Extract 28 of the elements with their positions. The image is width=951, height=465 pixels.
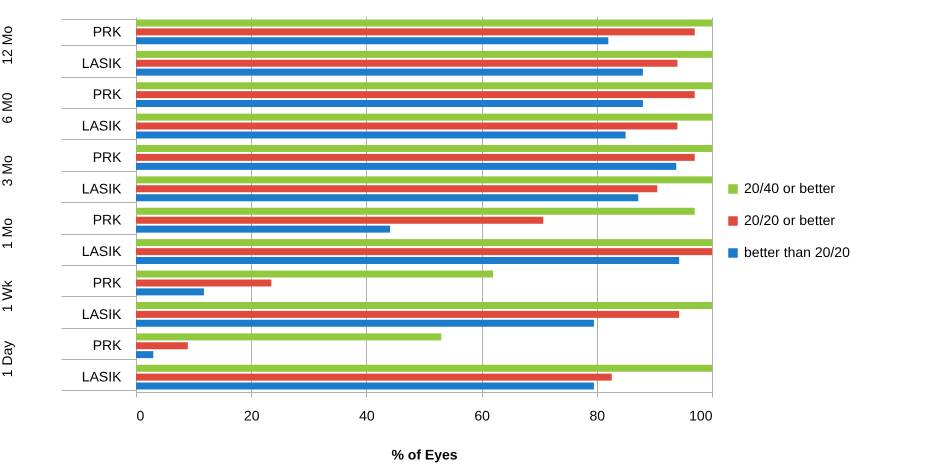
- y-tick-label: LASIK: [82, 180, 122, 196]
- legend-label: 20/40 or better: [744, 180, 836, 196]
- text: 3 Mo: [0, 154, 15, 186]
- y-tick-label: PRK: [92, 274, 122, 290]
- x-tick-label: 100: [689, 408, 713, 424]
- text: 1 Day: [0, 340, 15, 378]
- x-axis-title: % of Eyes: [391, 446, 458, 462]
- x-tick-label: 80: [590, 408, 606, 424]
- y-tick-label: PRK: [92, 86, 122, 102]
- y-tick-label: PRK: [92, 23, 122, 40]
- text: 1 Mo: [0, 218, 15, 250]
- x-tick-label: 20: [244, 408, 260, 424]
- text: 6 M0: [0, 92, 15, 124]
- legend-label: 20/20 or better: [744, 212, 836, 228]
- y-tick-label: LASIK: [82, 118, 122, 134]
- text: 1 Wk: [0, 279, 15, 312]
- x-tick-label: 0: [136, 408, 144, 424]
- y-tick-label: LASIK: [82, 306, 122, 322]
- y-tick-label: PRK: [92, 148, 122, 165]
- x-tick-label: 60: [474, 408, 490, 424]
- text: 12 Mo: [0, 26, 15, 65]
- legend-label: better than 20/20: [744, 244, 850, 260]
- y-tick-label: PRK: [92, 212, 122, 228]
- x-tick-label: 40: [359, 408, 375, 424]
- y-tick-label: LASIK: [82, 243, 122, 260]
- y-tick-label: LASIK: [82, 368, 122, 385]
- y-tick-label: LASIK: [82, 54, 122, 71]
- y-tick-label: PRK: [92, 337, 122, 354]
